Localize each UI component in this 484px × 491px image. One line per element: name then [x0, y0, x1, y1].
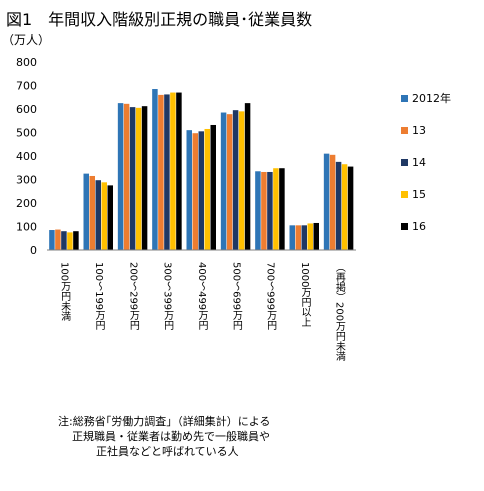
bar-3-0: [152, 89, 158, 251]
chart-note: 注:総務省｢労働力調査｣（詳細集計）による 正規職員・従業者は勤め先で一般職員や…: [58, 414, 270, 459]
bar-8-1: [329, 154, 336, 250]
bar-6-1: [261, 171, 267, 250]
legend: 2012年 13 14 15 16: [401, 91, 451, 233]
bar-4-4: [210, 124, 216, 250]
bar-5-1: [226, 114, 233, 250]
note-line-2: 正規職員・従業者は勤め先で一般職員や: [72, 430, 270, 443]
bar-3-1: [158, 94, 164, 251]
bar-1-4: [107, 185, 113, 250]
x-category-label: 300～399万円: [162, 262, 174, 331]
y-tick-label: 0: [30, 244, 37, 257]
x-category-label: 100～199万円: [93, 262, 105, 331]
y-tick-label: 400: [16, 150, 37, 163]
bar-5-2: [232, 110, 239, 250]
x-category-label: （再掲）200万円未満: [333, 262, 345, 362]
bar-2-2: [129, 107, 136, 251]
legend-label: 14: [412, 156, 426, 169]
y-tick-label: 700: [16, 80, 37, 93]
bar-7-4: [313, 222, 319, 250]
y-tick-label: 300: [16, 174, 37, 187]
x-category-label: 500～699万円: [230, 262, 242, 331]
bar-4-3: [204, 128, 210, 250]
bar-5-0: [220, 112, 227, 251]
legend-swatch: [401, 127, 408, 134]
bar-3-2: [164, 94, 170, 251]
bar-1-1: [89, 175, 95, 250]
bar-4-0: [186, 130, 192, 250]
bar-6-4: [279, 168, 285, 250]
y-tick-label: 800: [16, 56, 37, 69]
bar-6-0: [255, 171, 261, 250]
bar-8-4: [347, 166, 354, 250]
bar-4-1: [192, 133, 198, 250]
legend-swatch: [401, 95, 408, 102]
legend-swatch: [401, 159, 408, 166]
bar-6-3: [273, 168, 279, 250]
x-category-label: 100万円未満: [59, 262, 71, 322]
bar-2-0: [117, 103, 124, 250]
bar-7-2: [301, 225, 307, 250]
y-tick-label: 600: [16, 103, 37, 116]
y-axis-ticks: 0 100 200 300 400 500 600 700 800: [16, 56, 37, 257]
bar-8-0: [323, 153, 330, 250]
legend-swatch: [401, 191, 408, 198]
bar-5-4: [244, 103, 251, 250]
bar-0-2: [61, 231, 67, 250]
bar-8-3: [341, 164, 348, 250]
bar-4-2: [198, 131, 204, 250]
bar-7-0: [289, 225, 295, 250]
y-tick-label: 100: [16, 221, 37, 234]
note-line-1: 注:総務省｢労働力調査｣（詳細集計）による: [58, 415, 271, 428]
y-axis-label: （万人）: [2, 33, 50, 47]
chart-title: 図1 年間収入階級別正規の職員･従業員数: [6, 10, 313, 29]
bar-0-4: [73, 231, 79, 250]
x-axis-labels: 100万円未満 100～199万円 200～299万円 300～399万円 400～49…: [59, 262, 346, 362]
bar-1-3: [101, 182, 107, 250]
bar-7-1: [295, 225, 301, 250]
bar-5-3: [238, 111, 245, 250]
bar-0-1: [55, 229, 61, 250]
bar-7-3: [307, 223, 313, 250]
y-tick-label: 500: [16, 127, 37, 140]
bar-0-3: [67, 232, 73, 250]
x-category-label: 700～999万円: [265, 262, 277, 331]
bar-2-4: [141, 106, 148, 251]
legend-label: 16: [412, 220, 426, 233]
x-category-label: 200～299万円: [127, 262, 139, 331]
bar-1-0: [83, 173, 89, 250]
bar-6-2: [267, 171, 273, 250]
bar-2-3: [135, 107, 142, 250]
x-category-label: 400～499万円: [196, 262, 208, 331]
legend-swatch: [401, 223, 408, 230]
x-category-label: 1000万円以上: [299, 262, 311, 327]
bar-0-0: [49, 230, 55, 250]
bar-3-3: [170, 92, 176, 250]
bar-1-2: [95, 180, 101, 250]
note-line-3: 正社員などと呼ばれている人: [96, 445, 239, 458]
legend-label: 13: [412, 124, 426, 137]
bar-2-1: [123, 103, 130, 250]
bar-3-4: [176, 92, 182, 250]
legend-label: 2012年: [412, 91, 451, 105]
legend-label: 15: [412, 188, 426, 201]
y-tick-label: 200: [16, 197, 37, 210]
bar-8-2: [335, 161, 342, 250]
bars: [49, 89, 354, 251]
